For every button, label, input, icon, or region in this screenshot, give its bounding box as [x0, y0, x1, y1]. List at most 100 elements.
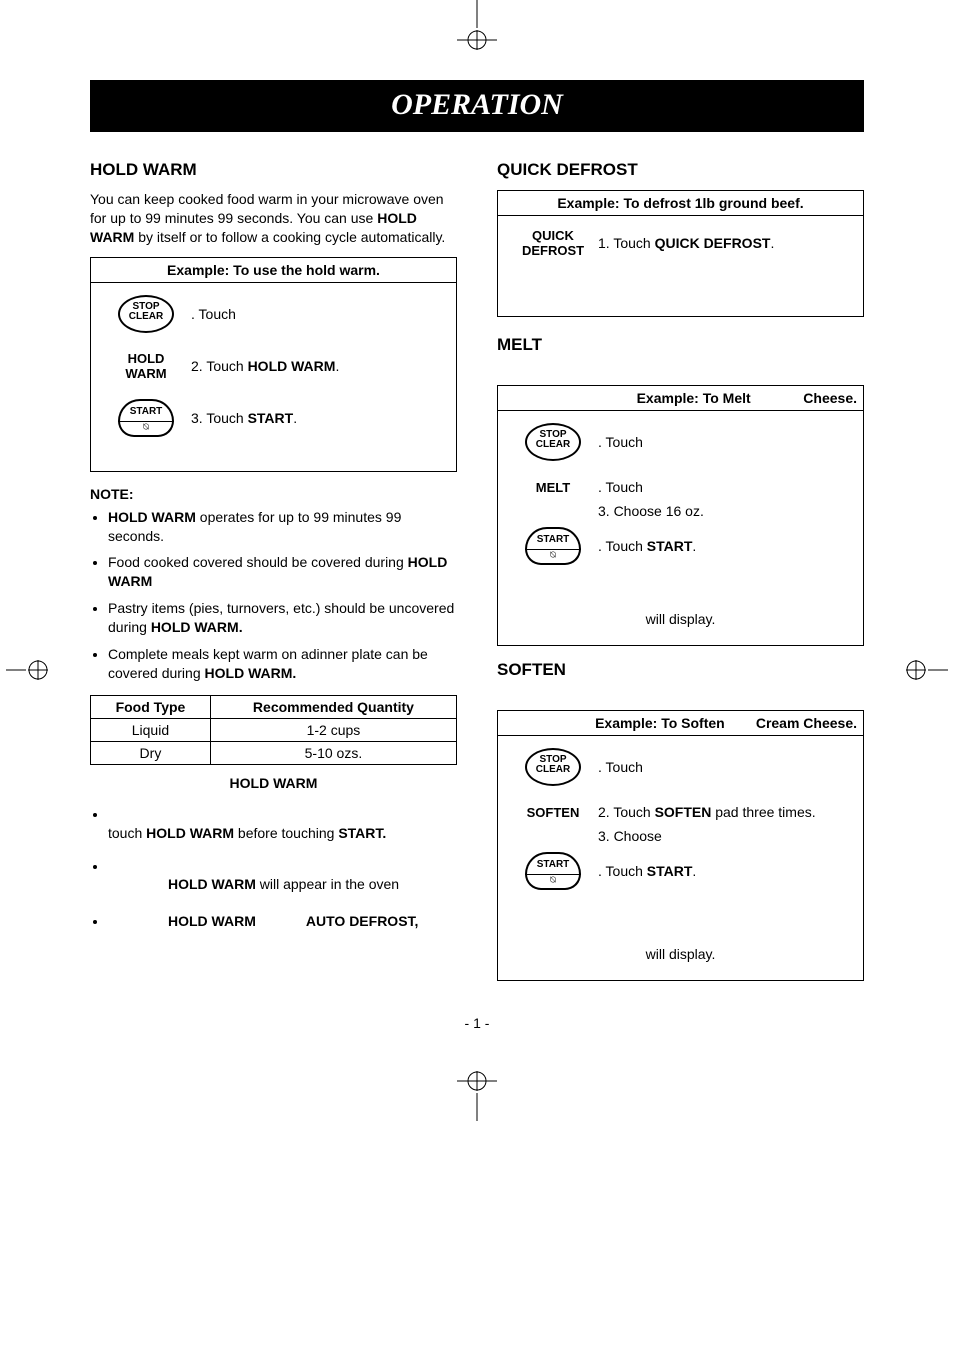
- bullet-item: HOLD WARM AUTO DEFROST,: [108, 912, 457, 931]
- quick-defrost-example: Example: To defrost 1lb ground beef. QUI…: [497, 190, 864, 317]
- step-3-text: 3. Touch START.: [191, 410, 446, 426]
- s2o: pad three times.: [711, 804, 815, 820]
- note-item: Pastry items (pies, turnovers, etc.) sho…: [108, 599, 457, 637]
- left-column: HOLD WARM You can keep cooked food warm …: [90, 160, 457, 995]
- step3-pre: 3. Touch: [191, 410, 248, 426]
- start-icon: START⍉: [508, 527, 598, 565]
- melt-step1: STOPCLEAR . Touch: [508, 423, 853, 461]
- soften-step2: SOFTEN 2. Touch SOFTEN pad three times.: [508, 804, 853, 820]
- melt-body: STOPCLEAR . Touch MELT . Touch 3. Choose…: [498, 411, 863, 645]
- qd-bold: QUICK DEFROST: [655, 235, 771, 251]
- b0m: before touching: [234, 825, 338, 841]
- hold-warm-subhead: HOLD WARM: [90, 775, 457, 791]
- b2b2: AUTO DEFROST,: [306, 913, 419, 929]
- b1b: HOLD WARM: [168, 876, 256, 892]
- soften-step1: STOPCLEAR . Touch: [508, 748, 853, 786]
- columns: HOLD WARM You can keep cooked food warm …: [90, 160, 864, 995]
- crop-mark-left: [6, 650, 56, 690]
- quick-defrost-button-icon: QUICKDEFROST: [508, 228, 598, 258]
- banner-title: OPERATION: [90, 80, 864, 132]
- crop-mark-top: [0, 0, 954, 60]
- soften-button-icon: SOFTEN: [508, 805, 598, 820]
- n3b: HOLD WARM.: [205, 665, 297, 681]
- bullets2: touch HOLD WARM before touching START. H…: [90, 805, 457, 931]
- s2b: SOFTEN: [655, 804, 712, 820]
- table-row: Liquid 1-2 cups: [91, 718, 457, 741]
- food-table: Food Type Recommended Quantity Liquid 1-…: [90, 695, 457, 765]
- bullet-item: HOLD WARM will appear in the oven: [108, 857, 457, 895]
- th-recommended: Recommended Quantity: [210, 695, 456, 718]
- n1a: Food cooked covered should be covered du…: [108, 554, 408, 570]
- hold-warm-intro: You can keep cooked food warm in your mi…: [90, 190, 457, 247]
- soften-step3: 3. Choose: [508, 828, 853, 844]
- stop-clear-icon: STOPCLEAR: [508, 748, 598, 786]
- melt-example: Example: To Melt Cheese. STOPCLEAR . Tou…: [497, 385, 864, 646]
- m4o: .: [692, 538, 696, 554]
- soften-heading: SOFTEN: [497, 660, 864, 680]
- melt-step2: MELT . Touch: [508, 479, 853, 495]
- melt-title: Example: To Melt Cheese.: [498, 386, 863, 411]
- b0a: touch: [108, 825, 146, 841]
- table-row: Dry 5-10 ozs.: [91, 741, 457, 764]
- n2b: HOLD WARM.: [151, 619, 243, 635]
- step3-bold: START: [248, 410, 294, 426]
- qd-pre: 1. Touch: [598, 235, 655, 251]
- page-number: - 1 -: [90, 1015, 864, 1031]
- cell: 1-2 cups: [210, 718, 456, 741]
- hold-warm-heading: HOLD WARM: [90, 160, 457, 180]
- st-l: Example: To Soften: [595, 715, 725, 731]
- mt-l: Example: To Melt: [637, 390, 751, 406]
- example-title: Example: To use the hold warm.: [91, 258, 456, 283]
- b1m: will appear in the oven: [256, 876, 399, 892]
- quick-defrost-heading: QUICK DEFROST: [497, 160, 864, 180]
- start-icon: START⍉: [101, 399, 191, 437]
- note-item: HOLD WARM operates for up to 99 minutes …: [108, 508, 457, 546]
- b2b: HOLD WARM: [168, 913, 256, 929]
- hold-warm-example: Example: To use the hold warm. STOPCLEAR…: [90, 257, 457, 472]
- notes-list: HOLD WARM operates for up to 99 minutes …: [90, 508, 457, 683]
- soften-title: Example: To Soften Cream Cheese.: [498, 711, 863, 736]
- qd-title: Example: To defrost 1lb ground beef.: [498, 191, 863, 216]
- start-icon: START⍉: [508, 852, 598, 890]
- s4o: .: [692, 863, 696, 879]
- note-item: Food cooked covered should be covered du…: [108, 553, 457, 591]
- melt-step3: 3. Choose 16 oz.: [508, 503, 853, 519]
- stop-clear-icon: STOPCLEAR: [101, 295, 191, 333]
- m4p: . Touch: [598, 538, 647, 554]
- step2-bold: HOLD WARM: [248, 358, 336, 374]
- crop-mark-right: [898, 650, 948, 690]
- bullet-item: touch HOLD WARM before touching START.: [108, 805, 457, 843]
- m4b: START: [647, 538, 693, 554]
- step2-post: .: [335, 358, 339, 374]
- soften-step4: START⍉ . Touch START.: [508, 852, 853, 890]
- page: OPERATION HOLD WARM You can keep cooked …: [0, 60, 954, 1061]
- melt-step3-text: 3. Choose 16 oz.: [598, 503, 853, 519]
- s4p: . Touch: [598, 863, 647, 879]
- soften-step1-text: . Touch: [598, 759, 853, 775]
- soften-example: Example: To Soften Cream Cheese. STOPCLE…: [497, 710, 864, 981]
- step2-pre: 2. Touch: [191, 358, 248, 374]
- note-item: Complete meals kept warm on adinner plat…: [108, 645, 457, 683]
- qd-step: QUICKDEFROST 1. Touch QUICK DEFROST.: [508, 228, 853, 258]
- step-1-text: . Touch: [191, 306, 446, 322]
- melt-step4: START⍉ . Touch START.: [508, 527, 853, 565]
- cell: Liquid: [91, 718, 211, 741]
- qd-post: .: [770, 235, 774, 251]
- step-3: START⍉ 3. Touch START.: [101, 399, 446, 437]
- melt-step4-text: . Touch START.: [598, 538, 853, 554]
- soften-body: STOPCLEAR . Touch SOFTEN 2. Touch SOFTEN…: [498, 736, 863, 980]
- step-2-text: 2. Touch HOLD WARM.: [191, 358, 446, 374]
- soften-step2-text: 2. Touch SOFTEN pad three times.: [598, 804, 853, 820]
- qd-text: 1. Touch QUICK DEFROST.: [598, 235, 853, 251]
- example-body: STOPCLEAR . Touch HOLDWARM 2. Touch HOLD…: [91, 283, 456, 471]
- mt-r: Cheese.: [803, 390, 857, 406]
- melt-button-icon: MELT: [508, 480, 598, 495]
- qd-body: QUICKDEFROST 1. Touch QUICK DEFROST.: [498, 216, 863, 316]
- n0b: HOLD WARM: [108, 509, 196, 525]
- right-column: QUICK DEFROST Example: To defrost 1lb gr…: [497, 160, 864, 995]
- cell: Dry: [91, 741, 211, 764]
- step-2: HOLDWARM 2. Touch HOLD WARM.: [101, 351, 446, 381]
- step-1: STOPCLEAR . Touch: [101, 295, 446, 333]
- melt-step1-text: . Touch: [598, 434, 853, 450]
- cell: 5-10 ozs.: [210, 741, 456, 764]
